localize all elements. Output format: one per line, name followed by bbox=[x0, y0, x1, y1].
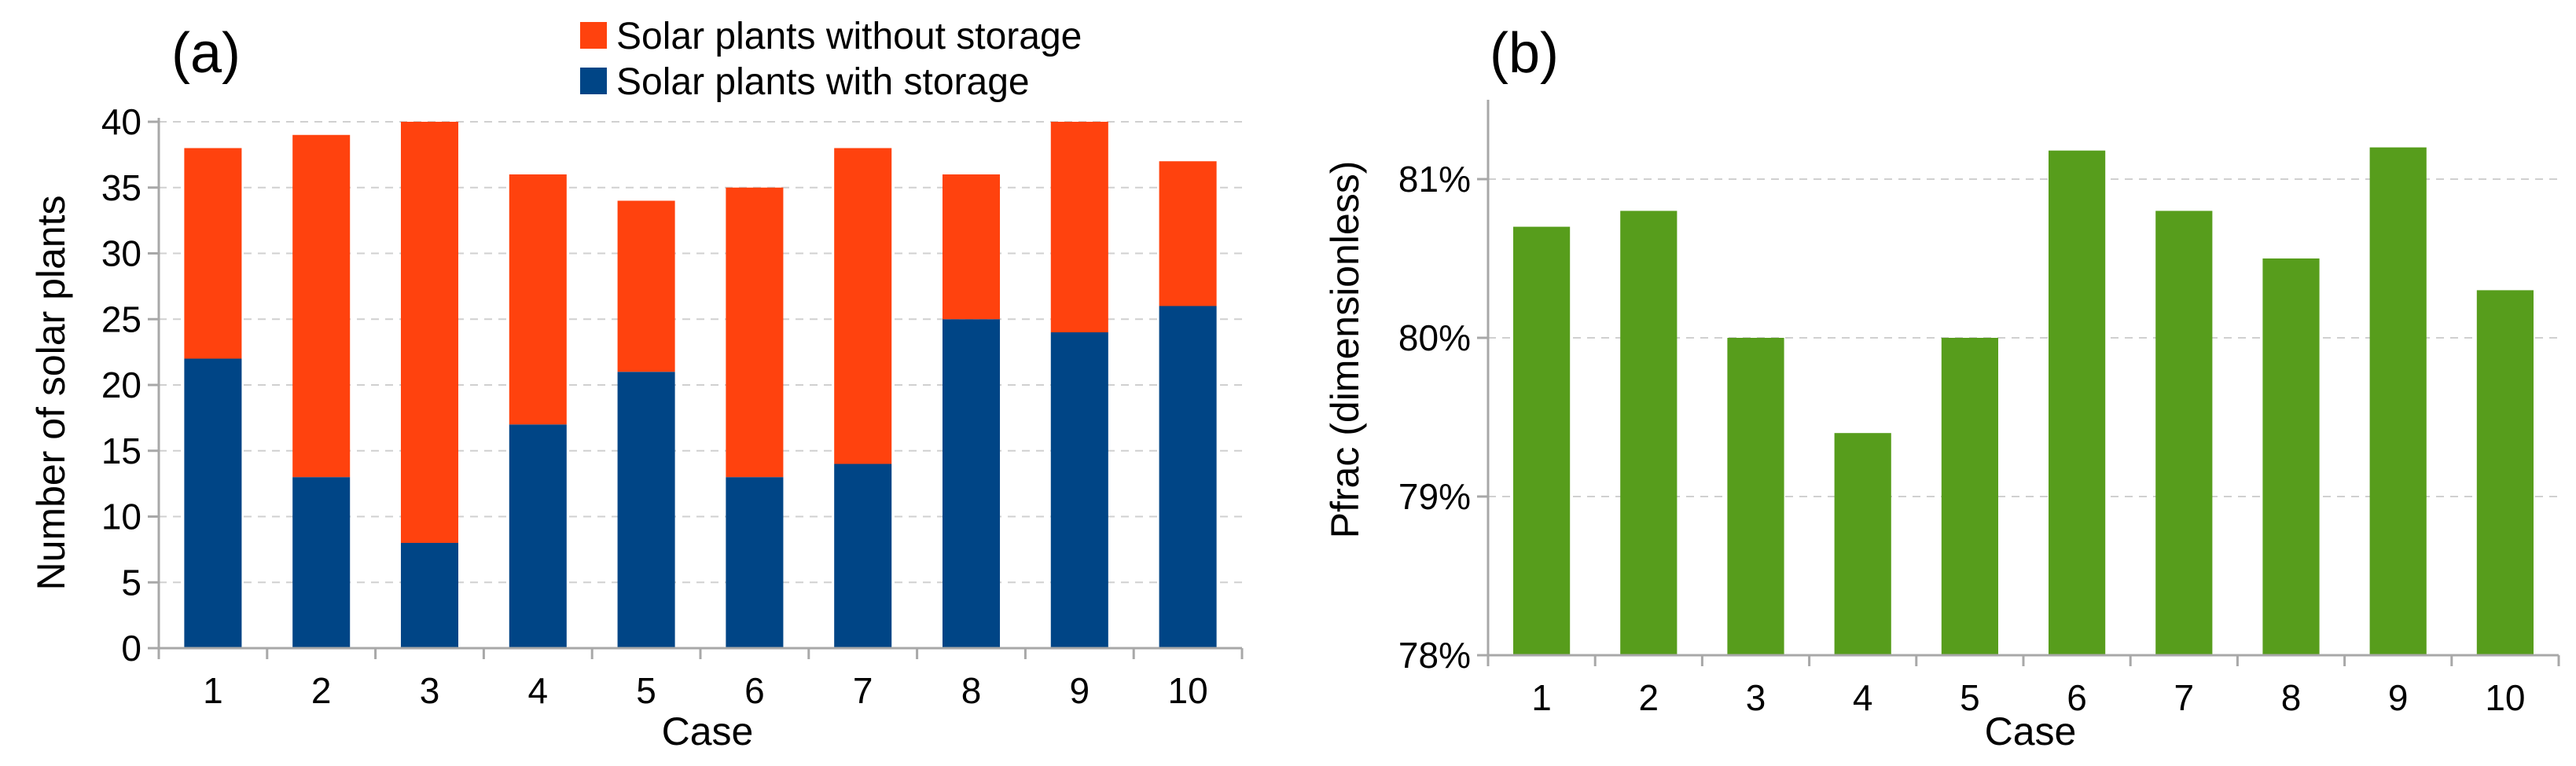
y-tick-label: 25 bbox=[101, 299, 141, 339]
bar-solar-plants-without-storage-case-7 bbox=[834, 148, 892, 464]
y-tick-label: 79% bbox=[1398, 476, 1471, 517]
y-tick-label: 81% bbox=[1398, 159, 1471, 200]
y-tick-label: 0 bbox=[121, 628, 141, 669]
panel-label-a: (a) bbox=[171, 22, 241, 85]
bar-pfrac-case-1 bbox=[1513, 226, 1571, 656]
x-tick-label: 4 bbox=[1853, 677, 1873, 718]
bar-solar-plants-with-storage-case-9 bbox=[1050, 332, 1108, 648]
chart-panel-a: (a) Solar plants without storage Solar p… bbox=[29, 16, 1244, 753]
y-tick-label: 35 bbox=[101, 167, 141, 208]
bars bbox=[184, 122, 1217, 648]
bar-solar-plants-without-storage-case-6 bbox=[726, 187, 784, 478]
y-tick-labels: 78% 79% 80% 81% bbox=[1398, 159, 1488, 676]
x-tick-label: 10 bbox=[2485, 677, 2525, 718]
bar-solar-plants-without-storage-case-3 bbox=[400, 122, 459, 543]
bar-pfrac-case-6 bbox=[2049, 150, 2106, 655]
y-tick-label: 15 bbox=[101, 431, 141, 471]
legend-swatch-without-storage bbox=[580, 22, 607, 49]
bar-pfrac-case-9 bbox=[2369, 147, 2427, 656]
x-tick-label: 3 bbox=[1746, 677, 1766, 718]
x-tick-label: 5 bbox=[1960, 677, 1980, 718]
x-tick-label: 9 bbox=[1070, 670, 1090, 711]
x-tick-label: 8 bbox=[961, 670, 982, 711]
x-axis-title: Case bbox=[1985, 709, 2077, 753]
bar-solar-plants-without-storage-case-5 bbox=[617, 200, 675, 372]
legend-label-without-storage: Solar plants without storage bbox=[616, 16, 1082, 57]
bar-solar-plants-without-storage-case-8 bbox=[942, 174, 1001, 320]
bar-pfrac-case-5 bbox=[1941, 338, 1998, 655]
x-tick-label: 3 bbox=[420, 670, 440, 711]
bar-solar-plants-with-storage-case-10 bbox=[1159, 306, 1217, 648]
bar-solar-plants-without-storage-case-4 bbox=[509, 174, 567, 425]
y-tick-label: 78% bbox=[1398, 635, 1471, 676]
y-tick-labels: 0 5 10 15 20 25 30 35 40 bbox=[101, 101, 159, 669]
y-axis-title: Number of solar plants bbox=[29, 195, 73, 590]
x-tick-label: 8 bbox=[2281, 677, 2302, 718]
bar-solar-plants-without-storage-case-1 bbox=[184, 148, 242, 359]
bar-pfrac-case-4 bbox=[1834, 433, 1891, 655]
bar-solar-plants-without-storage-case-2 bbox=[292, 134, 351, 478]
x-tick-label: 6 bbox=[2067, 677, 2087, 718]
x-tick-label: 10 bbox=[1168, 670, 1208, 711]
bar-solar-plants-without-storage-case-9 bbox=[1050, 122, 1108, 332]
y-axis-title: Pfrac (dimensionless) bbox=[1323, 161, 1367, 539]
x-tick-label: 6 bbox=[744, 670, 765, 711]
x-tick-label: 7 bbox=[853, 670, 873, 711]
x-tick-label: 5 bbox=[636, 670, 656, 711]
bar-solar-plants-with-storage-case-3 bbox=[400, 543, 459, 648]
x-tick-label: 4 bbox=[528, 670, 549, 711]
y-tick-label: 10 bbox=[101, 497, 141, 537]
bar-solar-plants-without-storage-case-10 bbox=[1159, 161, 1217, 306]
bar-solar-plants-with-storage-case-4 bbox=[509, 424, 567, 648]
x-tick-label: 9 bbox=[2388, 677, 2409, 718]
bar-solar-plants-with-storage-case-1 bbox=[184, 358, 242, 648]
legend-label-with-storage: Solar plants with storage bbox=[616, 61, 1030, 103]
x-axis-title: Case bbox=[662, 709, 754, 753]
legend-swatch-with-storage bbox=[580, 68, 607, 94]
y-tick-label: 40 bbox=[101, 101, 141, 142]
bar-pfrac-case-8 bbox=[2262, 258, 2320, 655]
legend: Solar plants without storage Solar plant… bbox=[580, 16, 1082, 103]
bar-pfrac-case-7 bbox=[2155, 211, 2213, 655]
y-tick-label: 5 bbox=[121, 562, 141, 603]
bar-solar-plants-with-storage-case-8 bbox=[942, 319, 1001, 648]
x-tick-labels: 1 2 3 4 5 6 7 8 9 10 bbox=[157, 648, 1244, 711]
y-tick-label: 30 bbox=[101, 233, 141, 274]
y-tick-label: 20 bbox=[101, 365, 141, 405]
x-tick-label: 2 bbox=[1639, 677, 1659, 718]
bars bbox=[1513, 147, 2534, 656]
bar-pfrac-case-2 bbox=[1620, 211, 1678, 655]
bar-pfrac-case-10 bbox=[2476, 290, 2534, 655]
x-tick-label: 1 bbox=[1531, 677, 1552, 718]
chart-panel-b: (b) 78% 79% 80% 81% 1 2 3 4 5 6 7 8 9 10 Case Pfrac … bbox=[1323, 22, 2560, 753]
x-tick-label: 1 bbox=[203, 670, 223, 711]
panel-label-b: (b) bbox=[1490, 22, 1559, 85]
bar-solar-plants-with-storage-case-2 bbox=[292, 477, 351, 648]
y-tick-label: 80% bbox=[1398, 317, 1471, 358]
bar-solar-plants-with-storage-case-7 bbox=[834, 464, 892, 648]
x-tick-labels: 1 2 3 4 5 6 7 8 9 10 bbox=[1486, 655, 2560, 718]
x-tick-label: 2 bbox=[311, 670, 332, 711]
x-tick-label: 7 bbox=[2174, 677, 2195, 718]
gridlines bbox=[159, 121, 1242, 584]
bar-solar-plants-with-storage-case-6 bbox=[726, 477, 784, 648]
bar-pfrac-case-3 bbox=[1727, 338, 1784, 655]
bar-solar-plants-with-storage-case-5 bbox=[617, 372, 675, 648]
